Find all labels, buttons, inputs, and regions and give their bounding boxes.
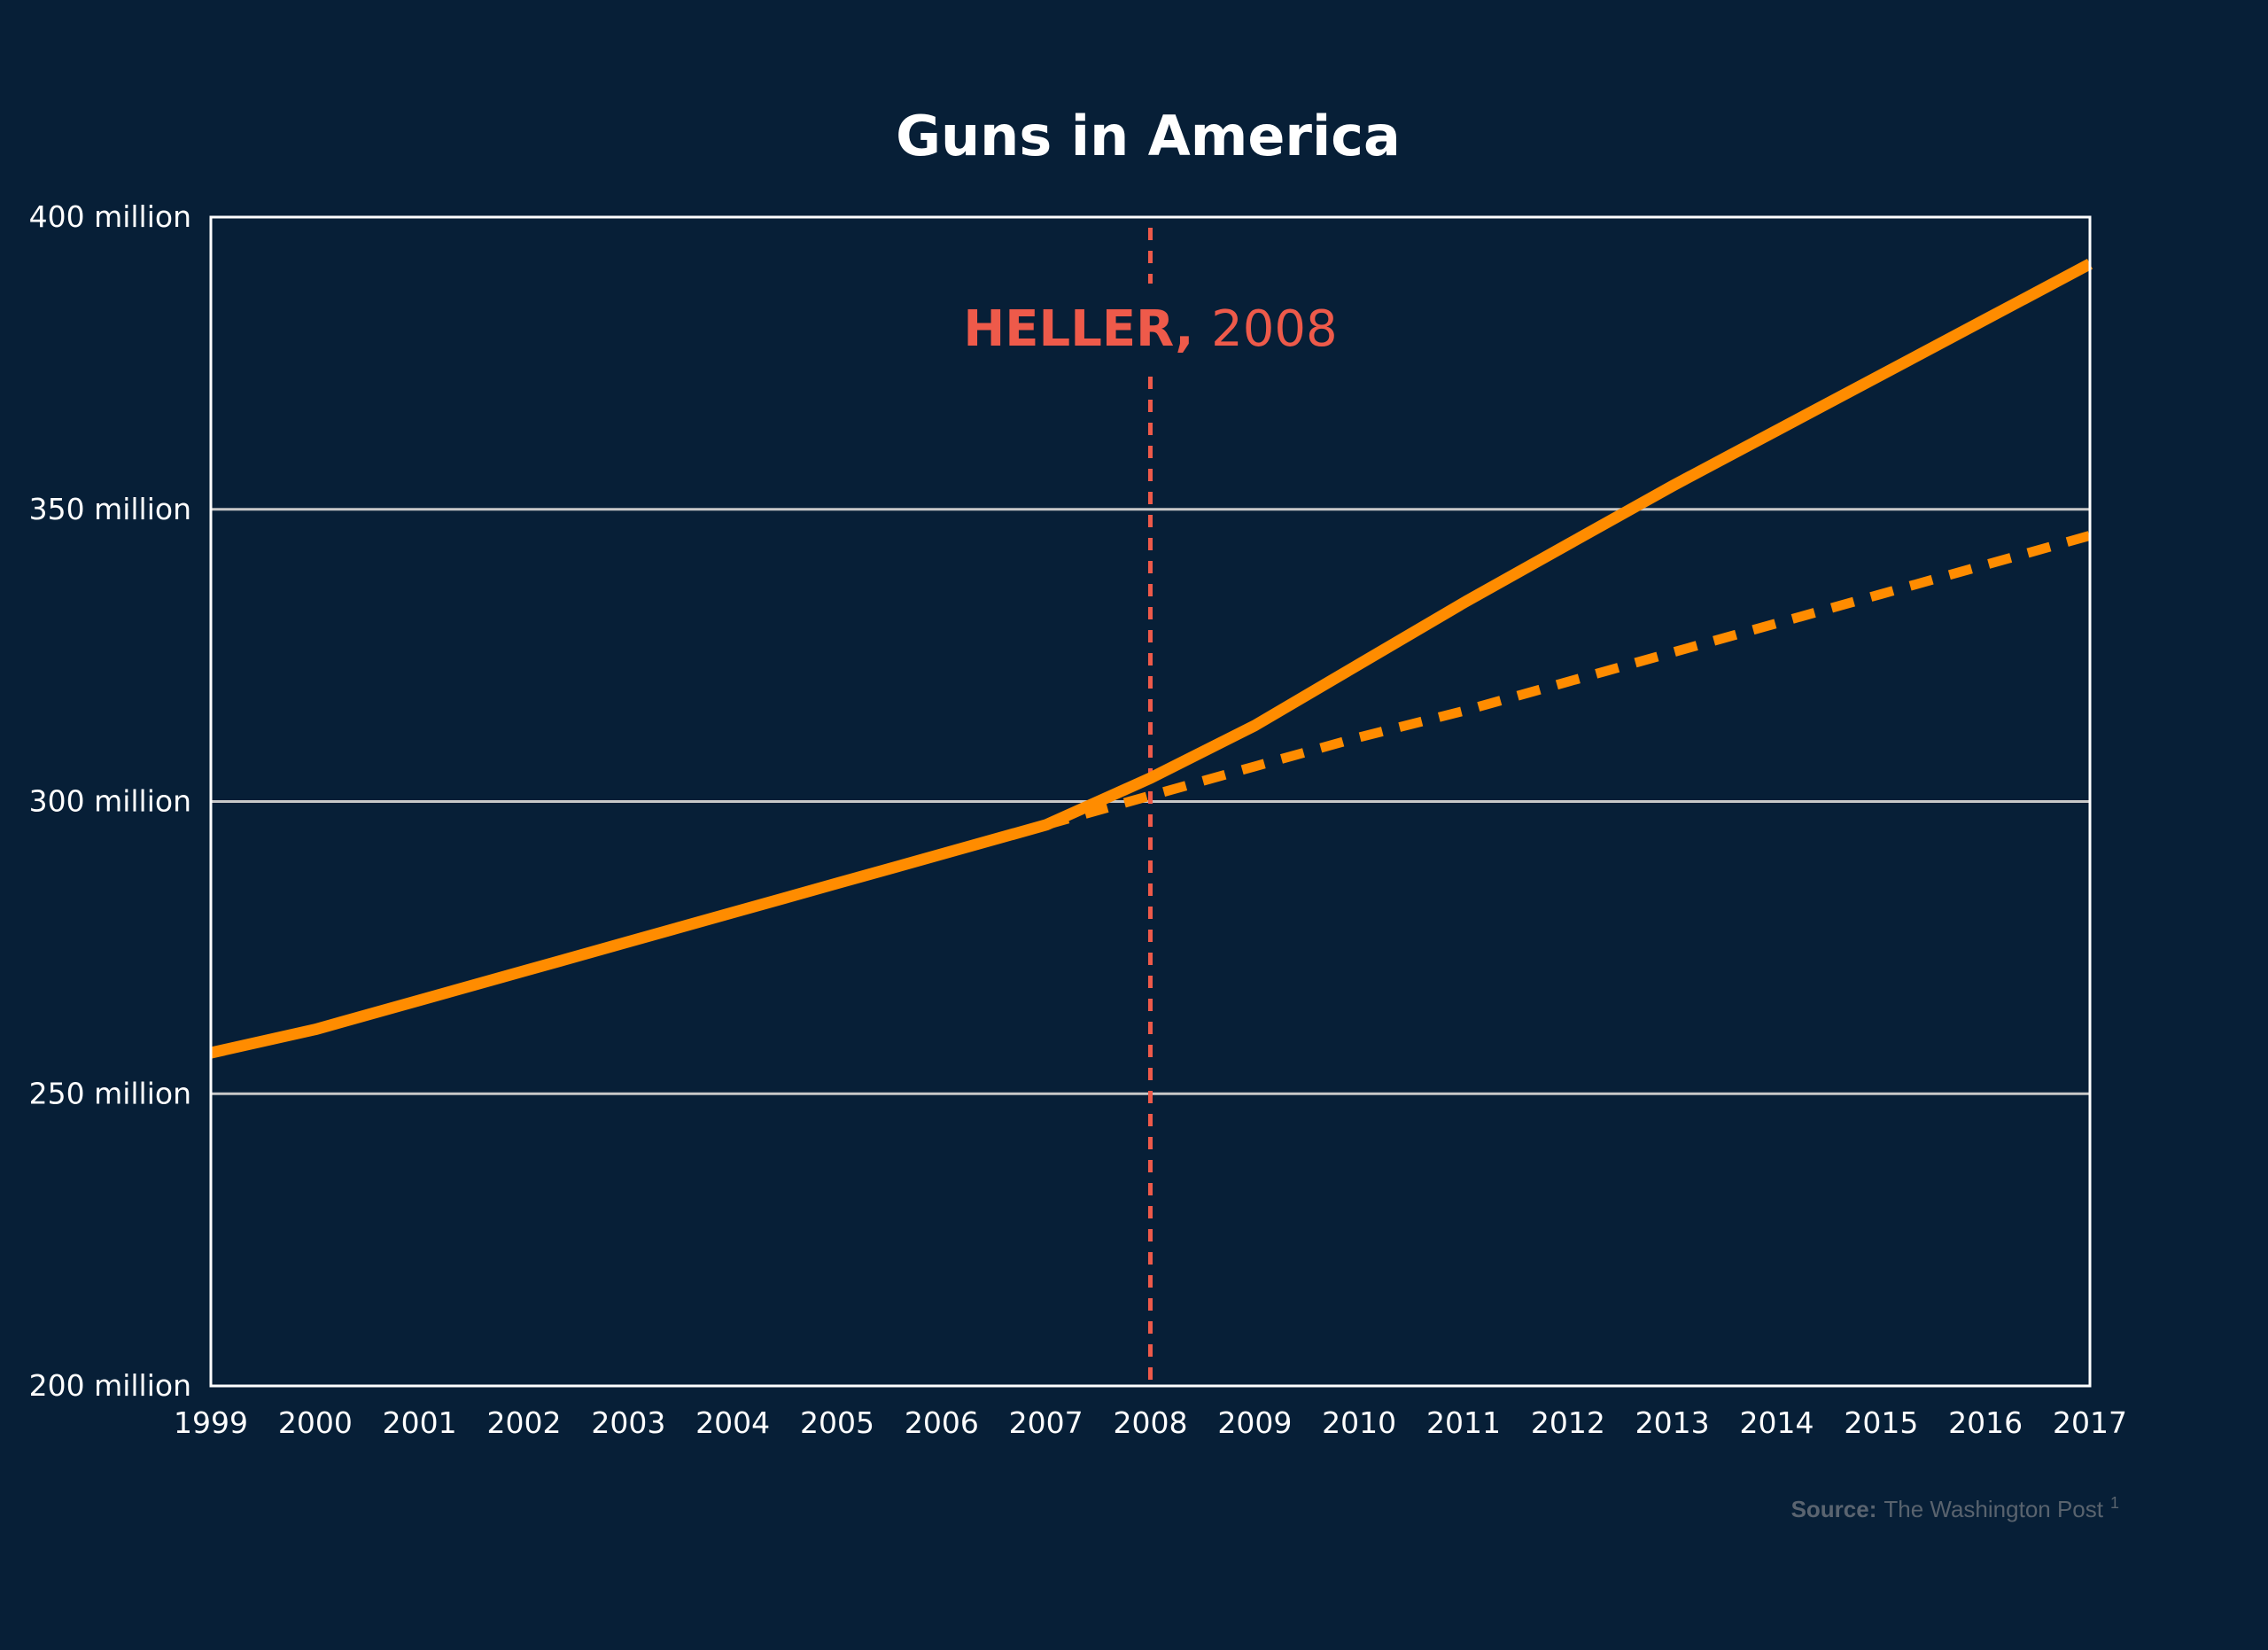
source-footnote: 1 <box>2110 1494 2119 1512</box>
series-lines <box>209 259 2093 1059</box>
y-tick-label: 300 million <box>29 784 191 819</box>
y-tick-label: 250 million <box>29 1076 191 1110</box>
x-tick-label: 2003 <box>591 1405 665 1440</box>
x-tick-label: 2006 <box>905 1405 979 1440</box>
x-tick-label: 2012 <box>1531 1405 1605 1440</box>
chart-title: Guns in America <box>896 104 1401 168</box>
x-tick-label: 1999 <box>174 1405 248 1440</box>
x-tick-label: 2002 <box>487 1405 562 1440</box>
y-tick-label: 400 million <box>29 199 191 234</box>
y-tick-label: 350 million <box>29 492 191 526</box>
x-tick-label: 2007 <box>1009 1405 1084 1440</box>
source-text: The Washington Post <box>1884 1496 2103 1522</box>
annotation-group: HELLER, 2008 <box>963 228 1338 1386</box>
x-tick-label: 2001 <box>383 1405 457 1440</box>
x-tick-label: 2000 <box>278 1405 353 1440</box>
y-axis-ticks: 200 million 250 million 300 million 350 mil… <box>29 199 191 1403</box>
x-tick-label: 2011 <box>1426 1405 1501 1440</box>
actual-guns-line <box>209 259 2093 1059</box>
x-tick-label: 2014 <box>1740 1405 1814 1440</box>
annotation-label: HELLER, 2008 <box>963 300 1337 358</box>
x-tick-label: 2005 <box>800 1405 874 1440</box>
x-tick-label: 2017 <box>2053 1405 2127 1440</box>
x-tick-label: 2013 <box>1635 1405 1710 1440</box>
plot-frame <box>209 215 2092 1388</box>
projected-trend-line <box>1045 531 2092 830</box>
x-tick-label: 2008 <box>1114 1405 1188 1440</box>
x-tick-label: 2010 <box>1322 1405 1396 1440</box>
annotation-label-year: 2008 <box>1211 300 1338 358</box>
source-label: Source: <box>1791 1496 1877 1522</box>
x-tick-label: 2004 <box>695 1405 770 1440</box>
x-tick-label: 2009 <box>1217 1405 1292 1440</box>
x-tick-label: 2016 <box>1948 1405 2023 1440</box>
source-caption: Source: The Washington Post 1 <box>1791 1494 2119 1522</box>
x-axis-ticks: 1999 2000 2001 2002 2003 2004 2005 2006 2007 2008… <box>174 1405 2127 1440</box>
y-tick-label: 200 million <box>29 1368 191 1403</box>
annotation-label-bold: HELLER, <box>963 300 1211 358</box>
x-tick-label: 2015 <box>1844 1405 1918 1440</box>
